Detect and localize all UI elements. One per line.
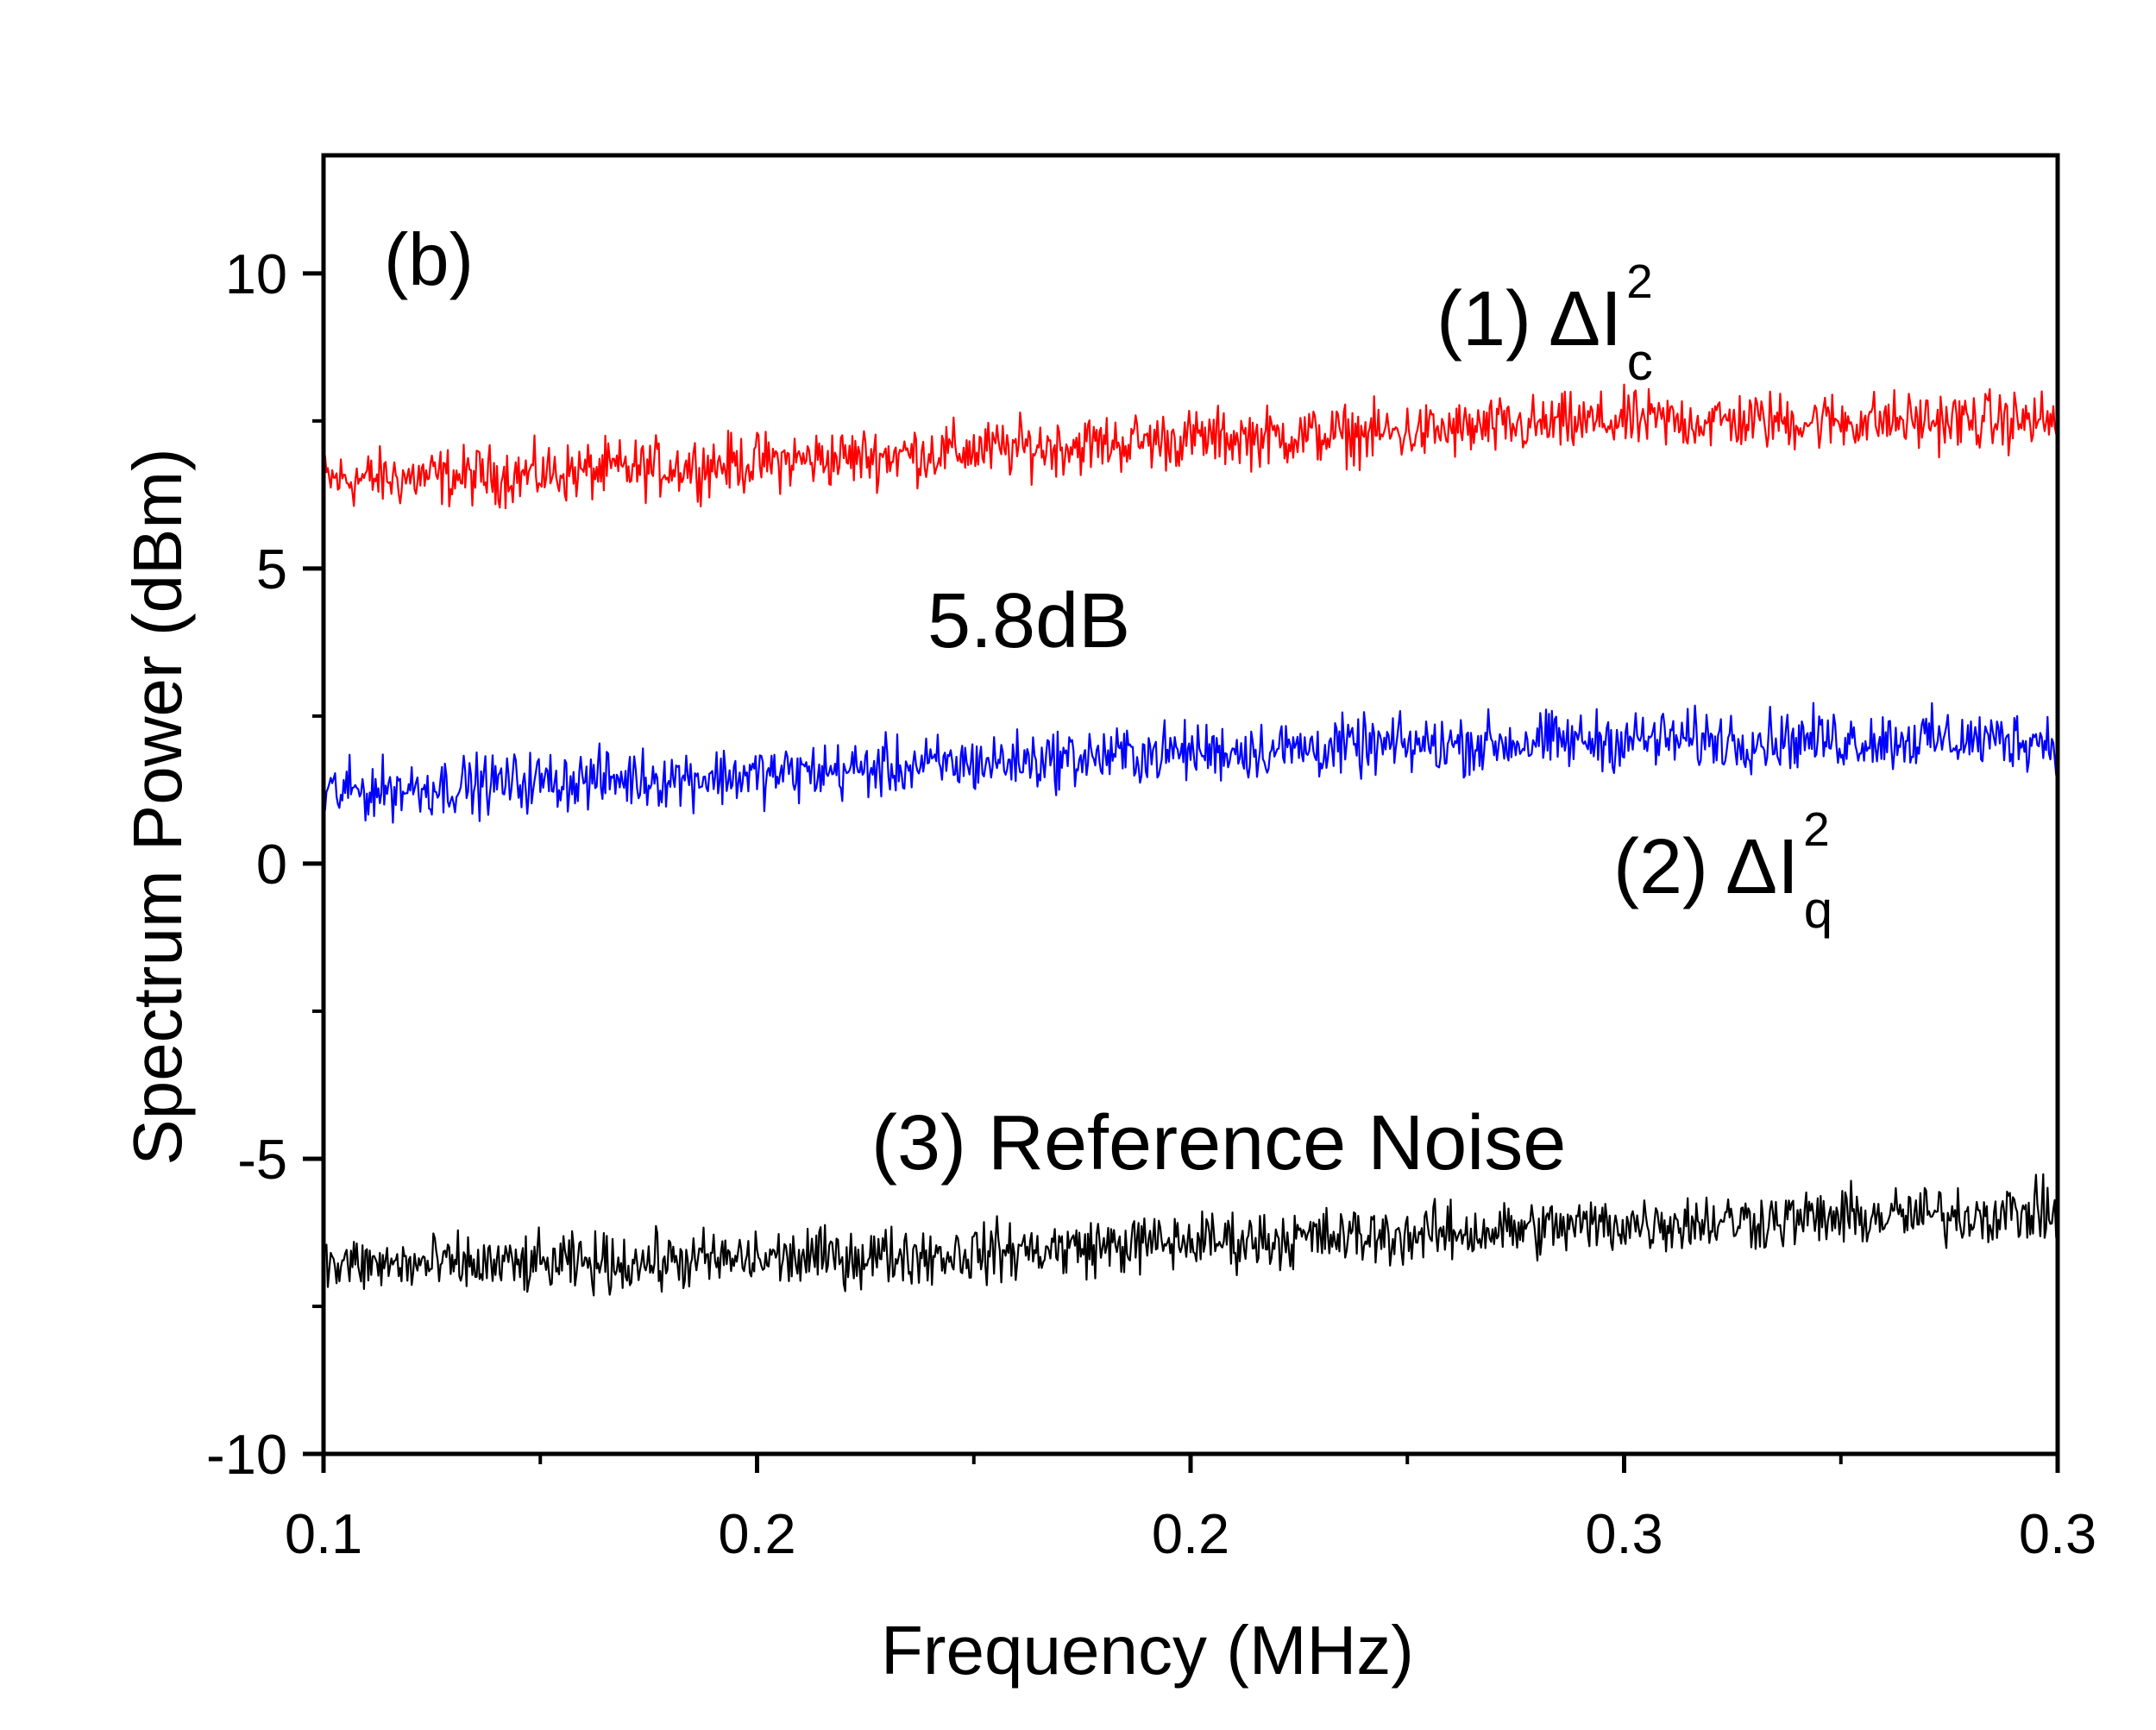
ticks-layer: 0.1 0.2 0.2 0.3 0.3 -10 -5 0 5 10 <box>206 242 2096 1565</box>
panel-label: (b) <box>384 219 474 301</box>
series-line-3 <box>323 1173 2059 1297</box>
series-label-3: (3) Reference Noise <box>871 1100 1566 1186</box>
x-tick-label: 0.1 <box>285 1502 362 1565</box>
x-tick-label: 0.3 <box>1585 1502 1663 1565</box>
y-tick-label: 5 <box>256 538 287 601</box>
x-axis-title: Frequency (MHz) <box>881 1612 1414 1689</box>
x-tick-label: 0.2 <box>1152 1502 1229 1565</box>
difference-annotation: 5.8dB <box>927 578 1130 664</box>
series-line-1 <box>322 383 2059 510</box>
series-label-2-sup: 2 <box>1803 802 1830 856</box>
series-label-1-sup: 2 <box>1626 255 1653 308</box>
series-label-2-prefix: (2) ΔI <box>1613 824 1799 910</box>
series-label-2-sub: q <box>1804 881 1832 939</box>
series-layer <box>322 383 2059 1297</box>
x-tick-label: 0.3 <box>2019 1502 2096 1565</box>
y-tick-label: 0 <box>256 833 287 896</box>
series-line-2 <box>322 701 2059 824</box>
y-tick-label: -5 <box>237 1128 287 1191</box>
x-tick-label: 0.2 <box>718 1502 795 1565</box>
y-tick-label: -10 <box>206 1423 287 1486</box>
y-axis-title: Spectrum Power (dBm) <box>119 448 196 1165</box>
series-label-2: (2) ΔI2 q <box>1613 802 1832 939</box>
series-label-1-sub: c <box>1627 333 1653 391</box>
y-tick-label: 10 <box>225 242 287 305</box>
plot-frame <box>321 153 2060 1456</box>
series-label-1-prefix: (1) ΔI <box>1436 276 1622 362</box>
series-label-1: (1) ΔI2 c <box>1436 255 1653 391</box>
